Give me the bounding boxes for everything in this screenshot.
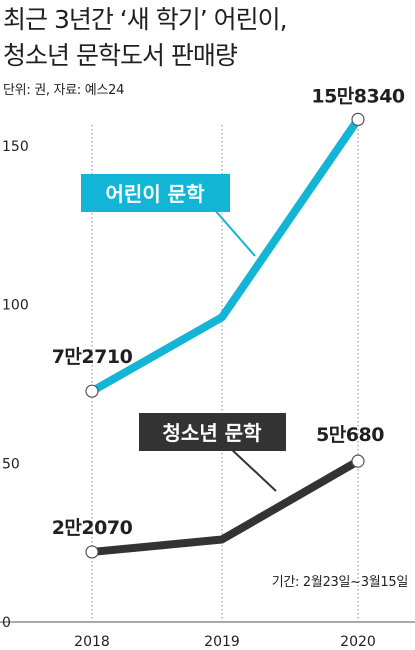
title-line-2: 청소년 문학도서 판매량 xyxy=(3,41,238,70)
x-axis-ticks: 2018 2019 2020 xyxy=(74,634,376,650)
data-label-children-2018: 7만2710 xyxy=(52,346,133,368)
x-tick-2019: 2019 xyxy=(204,634,240,650)
data-label-youth-2020: 5만680 xyxy=(316,424,384,446)
grid-lines xyxy=(0,125,415,623)
period-note: 기간: 2월23일~3월15일 xyxy=(271,575,409,590)
title-line-1: 최근 3년간 ‘새 학기’ 어린이, xyxy=(3,5,288,34)
data-label-youth-2018: 2만2070 xyxy=(52,517,133,539)
series-layer xyxy=(85,112,365,559)
point-marker-1-2 xyxy=(351,454,365,468)
x-tick-2018: 2018 xyxy=(74,634,110,650)
unit-source-note: 단위: 권, 자료: 예스24 xyxy=(3,83,125,98)
chart-title: 최근 3년간 ‘새 학기’ 어린이, 청소년 문학도서 판매량 xyxy=(3,2,413,74)
point-marker-0-2 xyxy=(351,112,365,126)
data-label-children-2020: 15만8340 xyxy=(311,85,405,107)
y-tick-150: 150 xyxy=(2,139,29,155)
callout-box-youth xyxy=(139,413,286,451)
callout-label-children: 어린이 문학 xyxy=(106,182,206,206)
y-tick-0: 0 xyxy=(2,615,11,631)
callout-label-youth: 청소년 문학 xyxy=(163,421,263,445)
data-labels: 7만2710 15만8340 2만2070 5만680 xyxy=(52,85,406,539)
callout-box-children xyxy=(81,174,230,212)
y-tick-100: 100 xyxy=(2,298,29,314)
y-tick-50: 50 xyxy=(2,456,20,472)
point-marker-1-0 xyxy=(85,545,99,559)
series-line-0 xyxy=(90,117,362,395)
y-axis-ticks: 0 50 100 150 xyxy=(2,139,29,631)
series-line-1 xyxy=(91,457,360,556)
point-marker-0-0 xyxy=(85,384,99,398)
x-tick-2020: 2020 xyxy=(340,634,376,650)
